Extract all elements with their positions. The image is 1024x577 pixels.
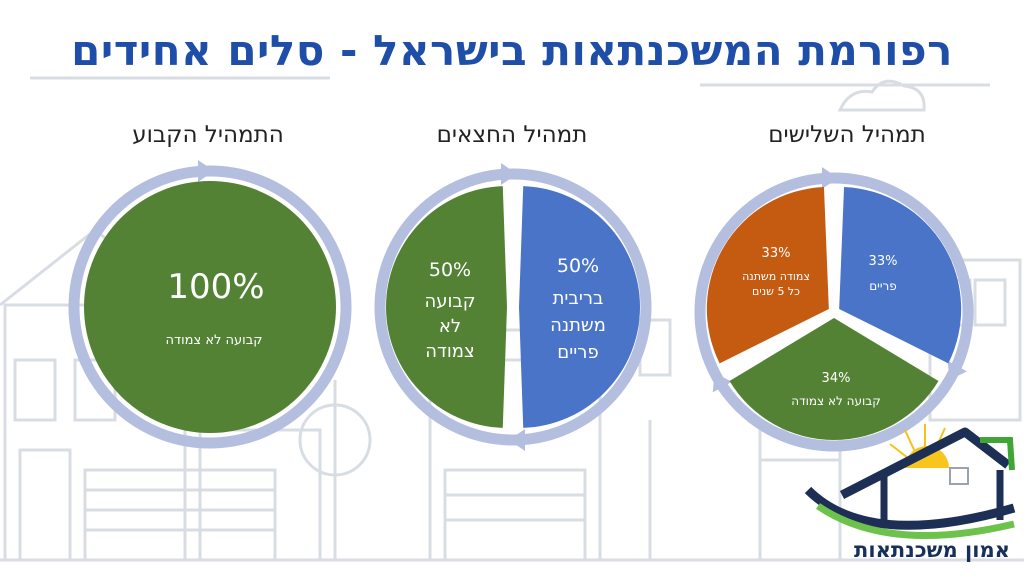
slice-text-label-0-0-0: קבועה לא צמודה	[166, 333, 263, 348]
pie-arrow-2-2	[712, 373, 732, 393]
slice-text-label-2-2-1: כל 5 שנים	[752, 285, 800, 298]
slice-text-label-2-0-0: פריים	[869, 279, 897, 293]
slice-text-label-2-1-0: קבועה לא צמודה	[791, 394, 880, 408]
pie-arrow-1-1	[509, 429, 525, 451]
pie-slice-2-0	[839, 187, 962, 364]
chart-title-halves: תמהיל החצאים	[436, 122, 588, 148]
slice-pct-label-2-1: 34%	[822, 371, 851, 386]
slice-text-label-1-1-0: קבועה	[424, 291, 475, 312]
pie-slice-0-0	[84, 181, 336, 433]
slice-text-label-1-0-2: פריים	[557, 342, 598, 363]
pie-arrow-1-0	[501, 163, 517, 185]
slice-pct-label-1-0: 50%	[557, 255, 599, 277]
slice-pct-label-2-0: 33%	[869, 254, 898, 269]
pie-arrow-0-0	[198, 160, 214, 182]
chart-title-fixed: התמהיל הקבוע	[132, 122, 284, 148]
slice-pct-label-1-1: 50%	[429, 259, 471, 281]
slice-text-label-2-2-0: צמודה משתנה	[742, 270, 810, 283]
slice-pct-label-2-2: 33%	[762, 246, 791, 261]
slice-pct-label-0-0: 100%	[167, 267, 264, 307]
logo-text: אמון משכנתאות	[854, 538, 1010, 562]
pie-slice-1-1	[386, 186, 507, 428]
slice-text-label-1-1-1: לא	[439, 316, 461, 337]
pie-arrow-2-0	[822, 167, 838, 189]
page-title: רפורמת המשכנתאות בישראל - סלים אחידים	[71, 26, 953, 75]
pie-slice-1-0	[519, 186, 640, 428]
pie-slice-2-1	[729, 318, 939, 440]
slice-text-label-1-0-0: בריבית	[553, 288, 604, 309]
pie-arrow-2-1	[947, 360, 967, 381]
slice-text-label-1-1-2: צמודה	[425, 341, 474, 362]
pie-slice-2-2	[706, 187, 829, 364]
slice-text-label-1-0-1: משתנה	[550, 315, 606, 336]
chart-title-thirds: תמהיל השלישים	[768, 122, 926, 148]
